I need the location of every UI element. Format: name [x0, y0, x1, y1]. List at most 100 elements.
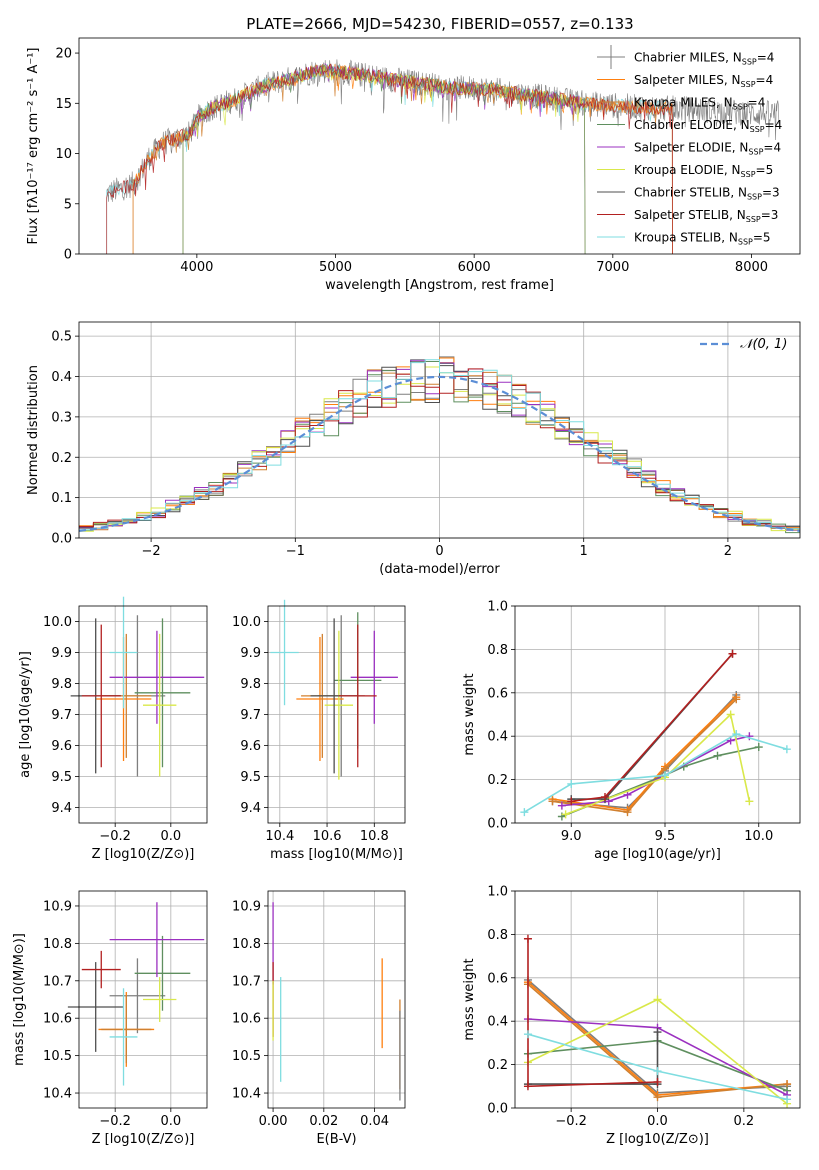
data-point: [557, 801, 566, 810]
plot-frame: [78, 605, 208, 824]
y-axis-label: Flux [fλ10⁻¹⁷ erg cm⁻² s⁻¹ A⁻¹]: [26, 48, 41, 245]
data-point: [523, 1030, 532, 1039]
y-tick-label: 9.7: [51, 708, 72, 723]
y-tick-label: 10.9: [43, 899, 72, 914]
histogram-salpeter-stelib: [79, 368, 800, 530]
y-tick-label: 9.9: [240, 646, 261, 661]
y-tick-label: 10.4: [232, 1087, 261, 1102]
x-tick-label: −2: [142, 544, 161, 559]
plot-frame: [78, 321, 801, 539]
panel-age-weight: 9.0 9.5 10.0 0.0 0.2 0.4 0.6 0.8 1.0 age [log10(a…: [462, 600, 801, 862]
y-tick-label: 1.0: [487, 600, 508, 615]
y-tick-label: 0.2: [487, 1058, 508, 1073]
x-tick-label: −0.2: [99, 1114, 131, 1129]
y-tick-label: 15: [55, 97, 72, 112]
y-tick-label: 0.0: [487, 817, 508, 832]
x-axis-label: mass [log10(M/M⊙)]: [270, 847, 403, 862]
data-point: [653, 1028, 662, 1037]
series-salpeter-stelib: [106, 63, 673, 254]
x-tick-label: 7000: [596, 260, 629, 275]
x-tick-label: 9.5: [655, 829, 676, 844]
y-tick-label: 9.4: [240, 801, 261, 816]
y-tick-label: 10.5: [232, 1049, 261, 1064]
data-point: [726, 710, 735, 719]
x-tick-label: −0.2: [555, 1114, 587, 1129]
y-tick-label: 10: [55, 147, 72, 162]
panel-spectrum: 4000 5000 6000 7000 8000 0 5 10 15 20 wavelength […: [26, 37, 801, 293]
y-tick-label: 0.6: [487, 686, 508, 701]
y-tick-label: 0.0: [51, 532, 72, 547]
data-point: [548, 797, 557, 806]
x-tick-label: 0.02: [309, 1114, 338, 1129]
x-tick-label: 0: [435, 544, 443, 559]
y-tick-label: 0.2: [51, 451, 72, 466]
panel-mass-age: 10.4 10.6 10.8 9.4 9.5 9.6 9.7 9.8 9.9 10.0 mass […: [232, 599, 406, 862]
data-point: [623, 808, 632, 817]
data-point: [732, 730, 741, 739]
data-point: [745, 797, 754, 806]
y-tick-label: 9.4: [51, 801, 72, 816]
data-point: [713, 751, 722, 760]
x-tick-label: 0.0: [160, 829, 181, 844]
legend-entry: 𝒩(0, 1): [740, 337, 787, 352]
y-tick-label: 5: [64, 197, 72, 212]
legend: Chabrier MILES, NSSP=4 Salpeter MILES, NS…: [597, 45, 782, 247]
y-tick-label: 10.9: [232, 899, 261, 914]
panel-Z-mass: −0.2 0.0 10.4 10.5 10.6 10.7 10.8 10.9 Z [log10(…: [12, 890, 208, 1147]
y-tick-label: 9.8: [240, 677, 261, 692]
data-point: [661, 771, 669, 780]
y-tick-label: 9.6: [240, 739, 261, 754]
plot-frame: [267, 890, 406, 1109]
x-tick-label: 2: [724, 544, 732, 559]
x-axis-label: Z [log10(Z/Z⊙)]: [92, 1132, 195, 1147]
y-tick-label: 10.7: [43, 974, 72, 989]
y-tick-label: 0.4: [51, 370, 72, 385]
legend-entry: Salpeter MILES, NSSP=4: [634, 73, 773, 89]
y-tick-label: 10.5: [43, 1049, 72, 1064]
y-tick-label: 0: [64, 248, 72, 263]
gaussian-curve: [78, 375, 801, 532]
y-tick-label: 9.5: [51, 770, 72, 785]
x-axis-label: Z [log10(Z/Z⊙)]: [606, 1132, 709, 1147]
panel-Z-age: −0.2 0.0 9.4 9.5 9.6 9.7 9.8 9.9 10.0 Z [log10(Z/…: [18, 596, 208, 862]
x-axis-label: wavelength [Angstrom, rest frame]: [325, 278, 554, 293]
y-tick-label: 0.8: [487, 928, 508, 943]
legend-entry: Kroupa STELIB, NSSP=5: [634, 231, 771, 247]
histogram-chabrier-stelib: [79, 361, 800, 529]
histogram-kroupa-stelib: [79, 359, 800, 531]
y-tick-label: 9.9: [51, 646, 72, 661]
series-kroupa-miles: [132, 63, 673, 255]
data-point: [745, 732, 754, 741]
y-tick-label: 10.7: [232, 974, 261, 989]
data-point: [783, 1095, 792, 1104]
y-tick-label: 1.0: [487, 885, 508, 900]
y-tick-label: 10.0: [232, 615, 261, 630]
y-tick-label: 10.4: [43, 1087, 72, 1102]
x-tick-label: 0.04: [360, 1114, 389, 1129]
y-tick-label: 10.8: [232, 937, 261, 952]
x-tick-label: 0.00: [259, 1114, 288, 1129]
figure-title: PLATE=2666, MJD=54230, FIBERID=0557, z=0…: [246, 15, 633, 33]
data-point: [653, 1093, 662, 1102]
legend-entry: Chabrier MILES, NSSP=4: [634, 51, 774, 67]
x-tick-label: 0.0: [160, 1114, 181, 1129]
x-tick-label: 8000: [735, 260, 768, 275]
plot-frame: [514, 605, 801, 824]
y-tick-label: 9.6: [51, 739, 72, 754]
x-tick-label: −0.2: [99, 829, 131, 844]
x-tick-label: 10.4: [265, 829, 294, 844]
x-tick-label: 1: [580, 544, 588, 559]
series-salpeter-elodie: [561, 735, 750, 807]
y-tick-label: 20: [55, 47, 72, 62]
x-tick-label: 6000: [458, 260, 491, 275]
y-axis-label: age [log10(age/yr)]: [18, 651, 33, 778]
x-tick-label: 4000: [180, 260, 213, 275]
data-point: [567, 797, 576, 806]
y-axis-label: mass [log10(M/M⊙)]: [12, 933, 27, 1066]
data-point: [653, 1077, 662, 1086]
series-kroupa-miles: [552, 698, 737, 813]
y-tick-label: 10.8: [43, 937, 72, 952]
legend-entry: Salpeter ELODIE, NSSP=4: [634, 141, 781, 157]
series-kroupa-elodie: [565, 712, 751, 816]
